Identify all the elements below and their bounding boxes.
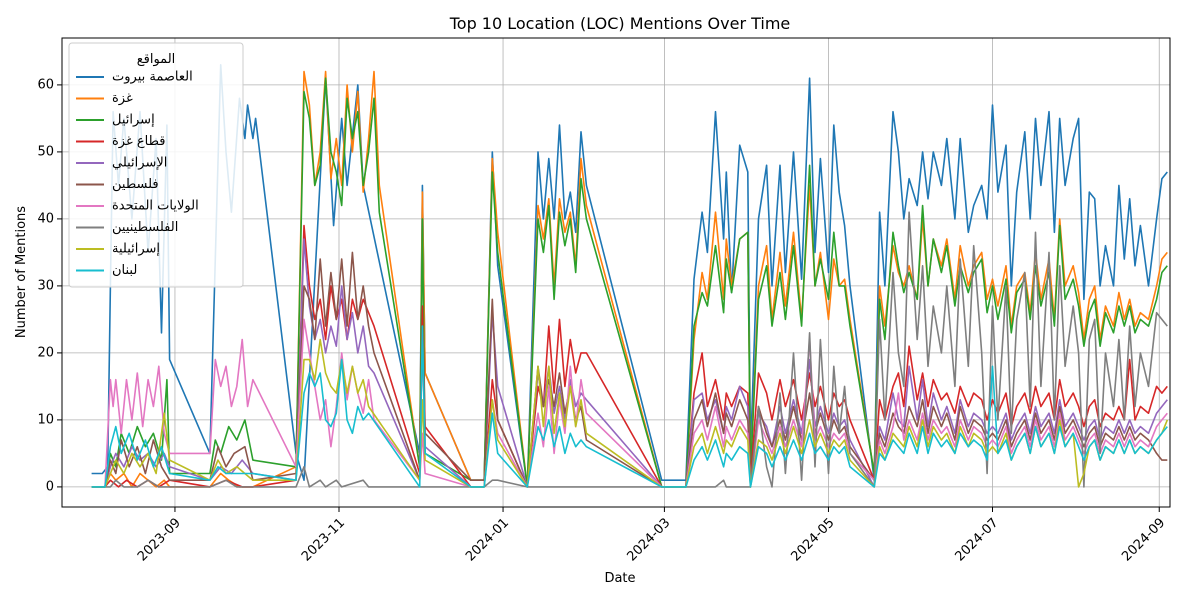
legend-title: المواقع bbox=[137, 52, 176, 67]
legend-label: غزة bbox=[112, 91, 133, 106]
y-tick-label: 30 bbox=[37, 278, 54, 293]
series-line-10 bbox=[91, 325, 1168, 488]
y-tick-label: 20 bbox=[37, 345, 54, 360]
plot-area bbox=[91, 64, 1169, 488]
legend-label: لبنان bbox=[112, 263, 137, 278]
legend-label: الولايات المتحدة bbox=[112, 199, 199, 214]
legend-label: فلسطين bbox=[112, 177, 159, 192]
series-line-8 bbox=[91, 211, 1168, 488]
series-line-6 bbox=[91, 251, 1168, 488]
y-tick-label: 40 bbox=[37, 211, 54, 226]
y-tick-label: 10 bbox=[37, 412, 54, 427]
y-tick-label: 50 bbox=[37, 144, 54, 159]
legend-label: الفلسطينيين bbox=[112, 220, 178, 235]
legend-box bbox=[68, 42, 244, 288]
y-axis-title: Number of Mentions bbox=[14, 206, 29, 338]
legend-label: الإسرائيلي bbox=[112, 156, 167, 171]
series-layer bbox=[91, 64, 1169, 488]
legend-label: إسرائيلية bbox=[112, 242, 160, 257]
legend-label: قطاع غزة bbox=[112, 134, 166, 149]
legend-items: العاصمة بيروت غزة إسرائيل قطاع غزة الإسرائيل… bbox=[76, 70, 199, 278]
y-tick-label: 60 bbox=[37, 77, 54, 92]
legend-label: إسرائيل bbox=[112, 113, 155, 128]
chart-title: Top 10 Location (LOC) Mentions Over Time bbox=[449, 14, 791, 33]
x-axis-title: Date bbox=[604, 571, 635, 586]
series-line-7 bbox=[91, 318, 1168, 488]
series-line-5 bbox=[91, 238, 1168, 488]
plot-frame bbox=[61, 37, 1171, 508]
y-axis-ticks: 0 10 20 30 40 50 60 bbox=[37, 77, 62, 494]
series-line-1 bbox=[91, 64, 1168, 488]
y-tick-label: 0 bbox=[46, 479, 54, 494]
legend-label: العاصمة بيروت bbox=[112, 70, 193, 85]
